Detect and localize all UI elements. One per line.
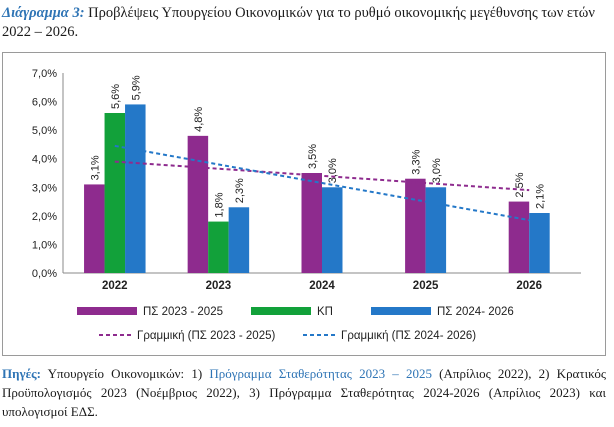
bar — [405, 178, 426, 273]
data-label: 2,5% — [514, 172, 526, 197]
legend-swatch — [251, 307, 311, 315]
x-tick-label: 2026 — [516, 280, 542, 292]
caption-text: Προβλέψεις Υπουργείου Οικονομικών για το… — [2, 5, 595, 40]
data-label: 3,1% — [89, 155, 101, 180]
legend-swatch — [371, 307, 431, 315]
y-tick-label: 4,0% — [32, 154, 57, 166]
data-label: 3,3% — [410, 149, 422, 174]
trendline — [114, 144, 530, 222]
y-tick-label: 6,0% — [32, 97, 57, 109]
legend-label: ΠΣ 2023 - 2025 — [143, 306, 223, 318]
bar — [208, 221, 229, 273]
y-tick-label: 7,0% — [32, 68, 57, 80]
sources-part1: Υπουργείο Οικονομικών: 1) — [40, 366, 210, 381]
sources-lead: Πηγές: — [2, 366, 41, 381]
x-tick-label: 2022 — [102, 280, 128, 292]
legend-label: ΚΠ — [317, 306, 333, 318]
sources-link[interactable]: Πρόγραμμα Σταθερότητας 2023 – 2025 — [209, 366, 432, 381]
data-label: 2,3% — [234, 178, 246, 203]
bar — [125, 104, 146, 273]
legend-trend-label: Γραμμική (ΠΣ 2023 - 2025) — [137, 330, 275, 342]
y-tick-label: 5,0% — [32, 125, 57, 137]
caption-lead: Διάγραμμα 3: — [2, 5, 85, 21]
y-tick-label: 2,0% — [32, 211, 57, 223]
y-tick-label: 0,0% — [32, 268, 57, 280]
chart-caption: Διάγραμμα 3: Προβλέψεις Υπουργείου Οικον… — [2, 4, 606, 42]
bar — [301, 173, 322, 273]
legend-trend-label: Γραμμική (ΠΣ 2024- 2026) — [341, 330, 476, 342]
bar — [104, 113, 126, 273]
data-label: 1,8% — [213, 192, 225, 217]
data-label: 3,0% — [327, 158, 339, 183]
x-tick-label: 2025 — [413, 280, 439, 292]
sources-part2: (Απρίλιος 2022), 2) Κρατικός Προϋπολογισ… — [2, 366, 606, 419]
x-tick-label: 2023 — [206, 280, 232, 292]
x-tick-label: 2024 — [309, 280, 335, 292]
y-tick-label: 1,0% — [32, 239, 57, 251]
bar — [425, 187, 447, 273]
data-label: 2,1% — [534, 184, 546, 209]
y-tick-label: 3,0% — [32, 182, 57, 194]
data-label: 5,9% — [130, 75, 142, 100]
data-label: 3,5% — [307, 144, 319, 169]
bar — [84, 184, 105, 273]
legend-swatch — [77, 307, 137, 315]
data-label: 3,0% — [431, 158, 443, 183]
bar — [228, 207, 250, 273]
data-label: 4,8% — [193, 107, 205, 132]
legend-label: ΠΣ 2024- 2026 — [437, 306, 514, 318]
sources-note: Πηγές: Υπουργείο Οικονομικών: 1) Πρόγραμ… — [2, 364, 606, 421]
bar — [529, 213, 550, 273]
bar — [322, 187, 343, 273]
bar — [187, 135, 209, 273]
chart-frame: 0,0% 1,0% 2,0% 3,0% 4,0% 5,0% 6,0% 7,0% 2022 2023… — [2, 52, 606, 356]
trendline — [114, 160, 530, 192]
bar — [508, 201, 530, 273]
growth-chart: 0,0% 1,0% 2,0% 3,0% 4,0% 5,0% 6,0% 7,0% 2022 2023… — [32, 68, 581, 342]
data-label: 5,6% — [110, 84, 122, 109]
